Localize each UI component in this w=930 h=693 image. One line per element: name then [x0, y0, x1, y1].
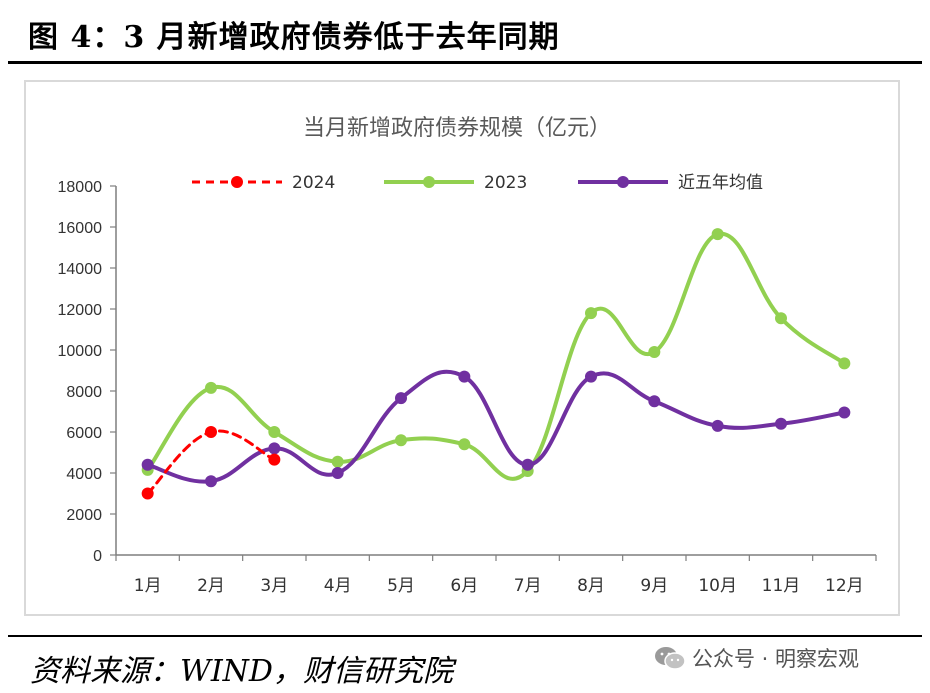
data-point — [458, 370, 471, 383]
x-tick-label: 6月 — [450, 576, 478, 596]
x-tick-label: 7月 — [514, 576, 542, 596]
y-tick-label: 12000 — [58, 302, 103, 319]
data-point — [141, 487, 154, 500]
data-point — [458, 438, 471, 451]
data-point — [395, 434, 407, 447]
figure-title: 图 4：3 月新增政府债券低于去年同期 — [28, 20, 560, 55]
data-point — [648, 395, 661, 408]
legend-label: 2023 — [484, 173, 527, 193]
y-tick-label: 14000 — [58, 261, 103, 278]
y-tick-label: 2000 — [66, 507, 102, 524]
data-point — [205, 381, 217, 394]
data-point — [711, 419, 724, 432]
y-tick-label: 8000 — [66, 384, 102, 401]
watermark: 公众号 · 明察宏观 — [654, 643, 859, 673]
data-point — [205, 475, 217, 488]
legend-item: 2023 — [384, 173, 527, 193]
watermark-text: 公众号 · 明察宏观 — [692, 647, 860, 671]
x-tick-label: 5月 — [387, 576, 415, 596]
data-point — [268, 426, 281, 438]
legend: 2024 2023 近五年均值 — [192, 173, 763, 193]
data-point — [775, 417, 787, 430]
data-point — [775, 312, 787, 325]
y-tick-label: 16000 — [58, 220, 103, 237]
data-point — [585, 370, 597, 383]
series-2024 — [141, 426, 281, 500]
y-tick-label: 18000 — [58, 179, 103, 196]
axes: 0 2000 4000 6000 8000 10000 12000 14000 16000 180… — [58, 179, 877, 596]
x-tick-label: 11月 — [762, 576, 801, 596]
x-tick-label: 10月 — [698, 576, 737, 596]
y-tick-label: 4000 — [66, 466, 102, 483]
source-note: 资料来源：WIND，财信研究院 — [30, 654, 453, 689]
legend-label: 2024 — [292, 173, 335, 193]
data-point — [205, 426, 217, 438]
data-point — [331, 455, 344, 468]
chart-title: 当月新增政府债券规模（亿元） — [303, 116, 611, 141]
bottom-rule — [8, 635, 922, 637]
x-tick-label: 8月 — [577, 576, 605, 596]
legend-swatch-marker — [423, 176, 435, 188]
y-tick-label: 6000 — [66, 425, 102, 442]
y-tick-label: 0 — [93, 548, 102, 565]
top-rule — [8, 61, 922, 64]
legend-swatch-marker — [231, 176, 243, 188]
wechat-icon — [655, 647, 686, 670]
y-tick-label: 10000 — [58, 343, 103, 360]
series-line — [145, 369, 847, 484]
legend-item: 近五年均值 — [578, 173, 763, 193]
x-tick-label: 1月 — [134, 576, 162, 596]
series-近五年均值 — [141, 369, 851, 488]
data-point — [331, 467, 344, 479]
series-layer — [141, 228, 851, 500]
chart-frame — [24, 80, 900, 616]
x-tick-label: 4月 — [324, 576, 352, 596]
x-tick-label: 3月 — [260, 576, 288, 596]
data-point — [268, 453, 281, 466]
data-point — [521, 458, 534, 471]
x-tick-label: 2月 — [197, 576, 225, 596]
data-point — [838, 406, 851, 419]
data-point — [141, 458, 154, 471]
data-point — [268, 442, 281, 455]
data-point — [711, 228, 724, 241]
data-point — [648, 346, 661, 359]
series-line — [145, 231, 847, 481]
data-point — [838, 357, 851, 370]
x-tick-label: 9月 — [640, 576, 668, 596]
data-point — [585, 307, 597, 320]
legend-label: 近五年均值 — [678, 173, 763, 193]
series-2023 — [141, 228, 851, 481]
legend-item: 2024 — [192, 173, 335, 193]
x-tick-label: 12月 — [825, 576, 864, 596]
data-point — [395, 392, 407, 405]
legend-swatch-marker — [617, 176, 629, 188]
